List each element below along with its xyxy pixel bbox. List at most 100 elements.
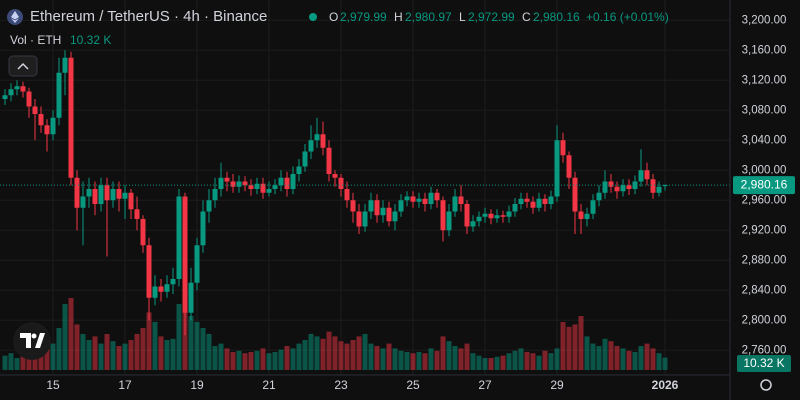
volume-bar bbox=[38, 350, 44, 370]
candle-body bbox=[74, 177, 80, 208]
volume-bar bbox=[44, 346, 50, 370]
candle-body bbox=[272, 185, 278, 189]
candle-body bbox=[488, 213, 494, 219]
volume-bar bbox=[248, 352, 254, 370]
volume-bar bbox=[530, 353, 536, 370]
candle-body bbox=[104, 185, 110, 201]
candle-body bbox=[176, 196, 182, 279]
y-tick-label: 2,920.00 bbox=[742, 224, 787, 236]
candle-body bbox=[98, 185, 104, 204]
volume-bar bbox=[392, 348, 398, 370]
candle-body bbox=[356, 211, 362, 227]
volume-bar bbox=[638, 346, 644, 370]
x-tick-label: 17 bbox=[118, 378, 132, 392]
candle-body bbox=[260, 183, 266, 193]
volume-bar bbox=[68, 298, 74, 370]
volume-bar bbox=[14, 358, 20, 370]
volume-bar bbox=[542, 350, 548, 370]
candle-body bbox=[620, 185, 626, 192]
candle-body bbox=[380, 207, 386, 216]
y-tick-label: 2,760.00 bbox=[742, 344, 787, 356]
collapse-button[interactable] bbox=[8, 55, 38, 77]
candle-body bbox=[92, 189, 98, 204]
candle-body bbox=[374, 200, 380, 216]
candle-body bbox=[524, 198, 530, 202]
candle-body bbox=[14, 86, 20, 90]
volume-bar bbox=[584, 336, 590, 370]
candle-body bbox=[128, 192, 134, 210]
volume-layer bbox=[2, 298, 668, 370]
candle-body bbox=[8, 89, 14, 96]
candle-body bbox=[656, 186, 662, 193]
volume-bar bbox=[152, 322, 158, 370]
volume-bar bbox=[332, 336, 338, 370]
volume-bar bbox=[140, 328, 146, 370]
volume-bar bbox=[422, 353, 428, 370]
legend-c: C bbox=[522, 10, 531, 24]
candle-body bbox=[68, 57, 74, 178]
volume-bar bbox=[320, 338, 326, 370]
volume-bar bbox=[602, 338, 608, 370]
last-price-box bbox=[733, 176, 795, 195]
candle-body bbox=[188, 282, 194, 313]
volume-bar bbox=[482, 358, 488, 370]
candle-body bbox=[530, 201, 536, 208]
candle-body bbox=[80, 196, 86, 208]
chart-title: Ethereum / TetherUS · 4h · Binance bbox=[30, 8, 267, 25]
legend-open: 2,979.99 bbox=[340, 10, 387, 24]
volume-bar bbox=[404, 352, 410, 370]
settings-icon[interactable] bbox=[760, 379, 772, 391]
candle-body bbox=[548, 196, 554, 204]
x-tick-label: 25 bbox=[406, 378, 420, 392]
volume-bar bbox=[206, 334, 212, 370]
volume-bar bbox=[308, 334, 314, 370]
candle-body bbox=[482, 213, 488, 217]
volume-bar bbox=[278, 349, 284, 370]
volume-bar bbox=[494, 356, 500, 370]
candle-body bbox=[470, 221, 476, 227]
candle-body bbox=[500, 215, 506, 217]
candle-body bbox=[644, 170, 650, 180]
candle-body bbox=[302, 151, 308, 167]
candle-body bbox=[566, 155, 572, 178]
volume-bar bbox=[644, 343, 650, 370]
volume-bar bbox=[368, 343, 374, 370]
volume-bar bbox=[176, 304, 182, 370]
y-tick-label: 3,000.00 bbox=[742, 164, 787, 176]
candle-body bbox=[614, 186, 620, 192]
candle-body bbox=[44, 125, 50, 135]
candle-body bbox=[398, 200, 404, 212]
candle-body bbox=[206, 200, 212, 212]
volume-bar bbox=[92, 336, 98, 370]
y-tick-label: 2,840.00 bbox=[742, 284, 787, 296]
candle-body bbox=[32, 106, 38, 114]
volume-bar bbox=[374, 346, 380, 370]
volume-bar bbox=[488, 358, 494, 370]
legend-high: 2,980.97 bbox=[405, 10, 452, 24]
volume-bar bbox=[188, 316, 194, 370]
candle-body bbox=[578, 211, 584, 219]
volume-bar bbox=[56, 328, 62, 370]
volume-bar bbox=[596, 346, 602, 370]
candle-body bbox=[86, 189, 92, 197]
candle-body bbox=[350, 200, 356, 212]
candle-body bbox=[158, 286, 164, 292]
volume-bar bbox=[470, 353, 476, 370]
candle-body bbox=[164, 284, 170, 292]
candle-body bbox=[296, 166, 302, 174]
volume-bar bbox=[296, 343, 302, 370]
volume-bar bbox=[260, 348, 266, 370]
candle-body bbox=[116, 189, 122, 199]
volume-bar bbox=[356, 336, 362, 370]
candle-body bbox=[590, 200, 596, 214]
candle-body bbox=[140, 219, 146, 246]
volume-bar bbox=[662, 357, 668, 370]
volume-bar bbox=[170, 338, 176, 370]
y-tick-label: 3,160.00 bbox=[742, 44, 787, 56]
volume-bar bbox=[50, 343, 56, 370]
volume-bar bbox=[380, 348, 386, 370]
volume-axis-label: 10.32 K bbox=[743, 356, 784, 370]
candle-body bbox=[650, 179, 656, 193]
volume-bar bbox=[218, 343, 224, 370]
